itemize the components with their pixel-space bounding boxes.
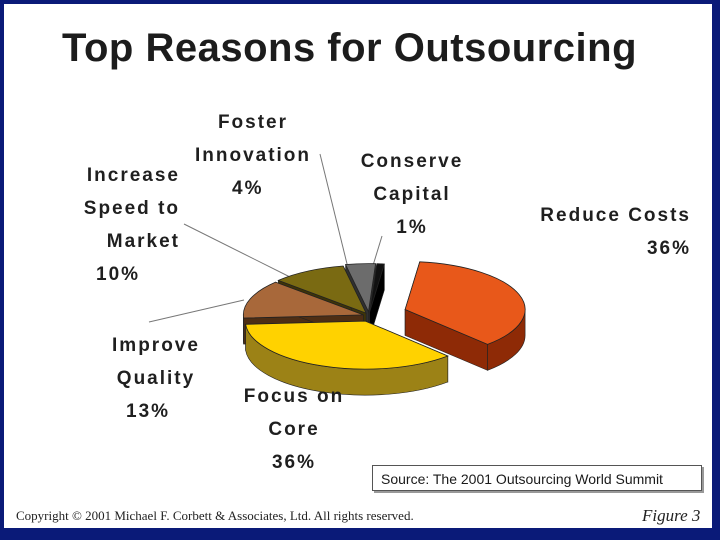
leader-lines <box>148 153 383 323</box>
copyright-notice: Copyright © 2001 Michael F. Corbett & As… <box>16 508 414 523</box>
label-increase-speed-l1: Increase <box>86 165 180 186</box>
label-increase-speed-l2: Speed to <box>83 198 180 219</box>
label-focus-core: Focus on Core 36% <box>232 380 356 479</box>
label-foster-innovation-l2: Innovation <box>194 145 312 166</box>
label-focus-core-l2: Core <box>268 419 320 440</box>
figure-label: Figure 3 <box>642 506 701 525</box>
source-note: Source: The 2001 Outsourcing World Summi… <box>372 465 702 491</box>
label-reduce-costs: Reduce Costs 36% <box>511 199 691 265</box>
pie-slice-focus-on-core <box>245 320 449 396</box>
pie-chart <box>148 153 526 396</box>
label-conserve-capital: Conserve Capital 1% <box>350 145 474 244</box>
pie-slice-conserve-capital <box>369 263 385 338</box>
leader-line-improve-quality <box>148 299 245 323</box>
label-foster-innovation-pct: 4% <box>232 178 264 199</box>
label-reduce-costs-pct: 36% <box>646 238 691 259</box>
label-focus-core-pct: 36% <box>271 452 317 473</box>
label-improve-quality-pct: 13% <box>126 401 171 422</box>
label-focus-core-l1: Focus on <box>243 386 345 407</box>
leader-line-increase-speed <box>183 223 297 281</box>
leader-line-foster-innovation <box>319 153 350 273</box>
label-conserve-capital-pct: 1% <box>396 217 428 238</box>
chart-title: Top Reasons for Outsourcing <box>62 26 638 70</box>
pie-slice-reduce-costs <box>404 261 526 371</box>
label-conserve-capital-l1: Conserve <box>360 151 464 172</box>
label-increase-speed-pct: 10% <box>96 264 141 285</box>
label-foster-innovation: Foster Innovation 4% <box>184 106 322 205</box>
label-improve-quality-l2: Quality <box>116 368 196 389</box>
label-improve-quality: Improve Quality 13% <box>96 329 216 428</box>
slide: Top Reasons for Outsourcing Reduce Costs… <box>4 4 712 528</box>
label-improve-quality-l1: Improve <box>112 335 200 356</box>
label-conserve-capital-l2: Capital <box>373 184 451 205</box>
label-foster-innovation-l1: Foster <box>217 112 289 133</box>
label-increase-speed: Increase Speed to Market 10% <box>60 159 180 291</box>
label-reduce-costs-name: Reduce Costs <box>540 205 691 226</box>
label-increase-speed-l3: Market <box>106 231 180 252</box>
